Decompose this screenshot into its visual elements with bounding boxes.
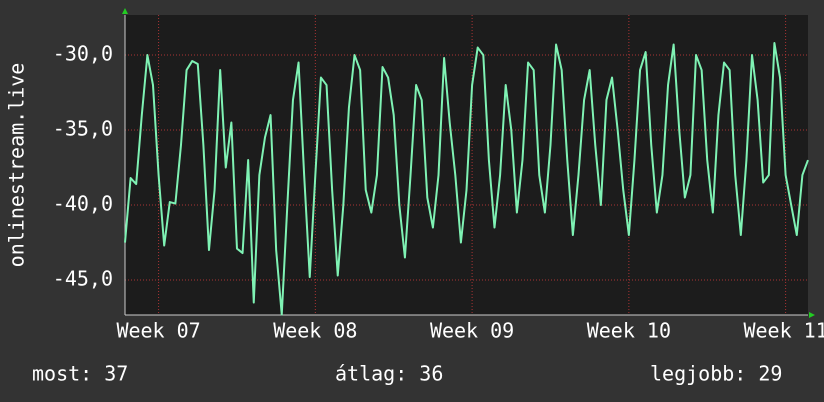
y-arrow <box>122 8 128 14</box>
x-tick-label: Week 09 <box>430 319 514 343</box>
y-axis-label: onlinestream.live <box>5 63 29 268</box>
x-arrow <box>809 312 815 318</box>
x-tick-label: Week 07 <box>116 319 200 343</box>
data-line <box>124 42 809 316</box>
plot-area <box>125 15 808 315</box>
y-tick-label: -35,0 <box>53 117 113 141</box>
summary-best: legjobb: 29 <box>650 362 782 386</box>
x-tick-label: Week 08 <box>273 319 357 343</box>
summary-current: most: 37 <box>32 362 128 386</box>
y-tick-label: -30,0 <box>53 42 113 66</box>
x-tick-label: Week 11 <box>743 319 824 343</box>
x-tick-label: Week 10 <box>587 319 671 343</box>
plot: -45,0 -40,0 -35,0 -30,0 Week 07 Week 08 Week 0… <box>53 15 824 343</box>
y-tick-label: -40,0 <box>53 192 113 216</box>
y-tick-label: -45,0 <box>53 267 113 291</box>
summary-average: átlag: 36 <box>335 362 443 386</box>
